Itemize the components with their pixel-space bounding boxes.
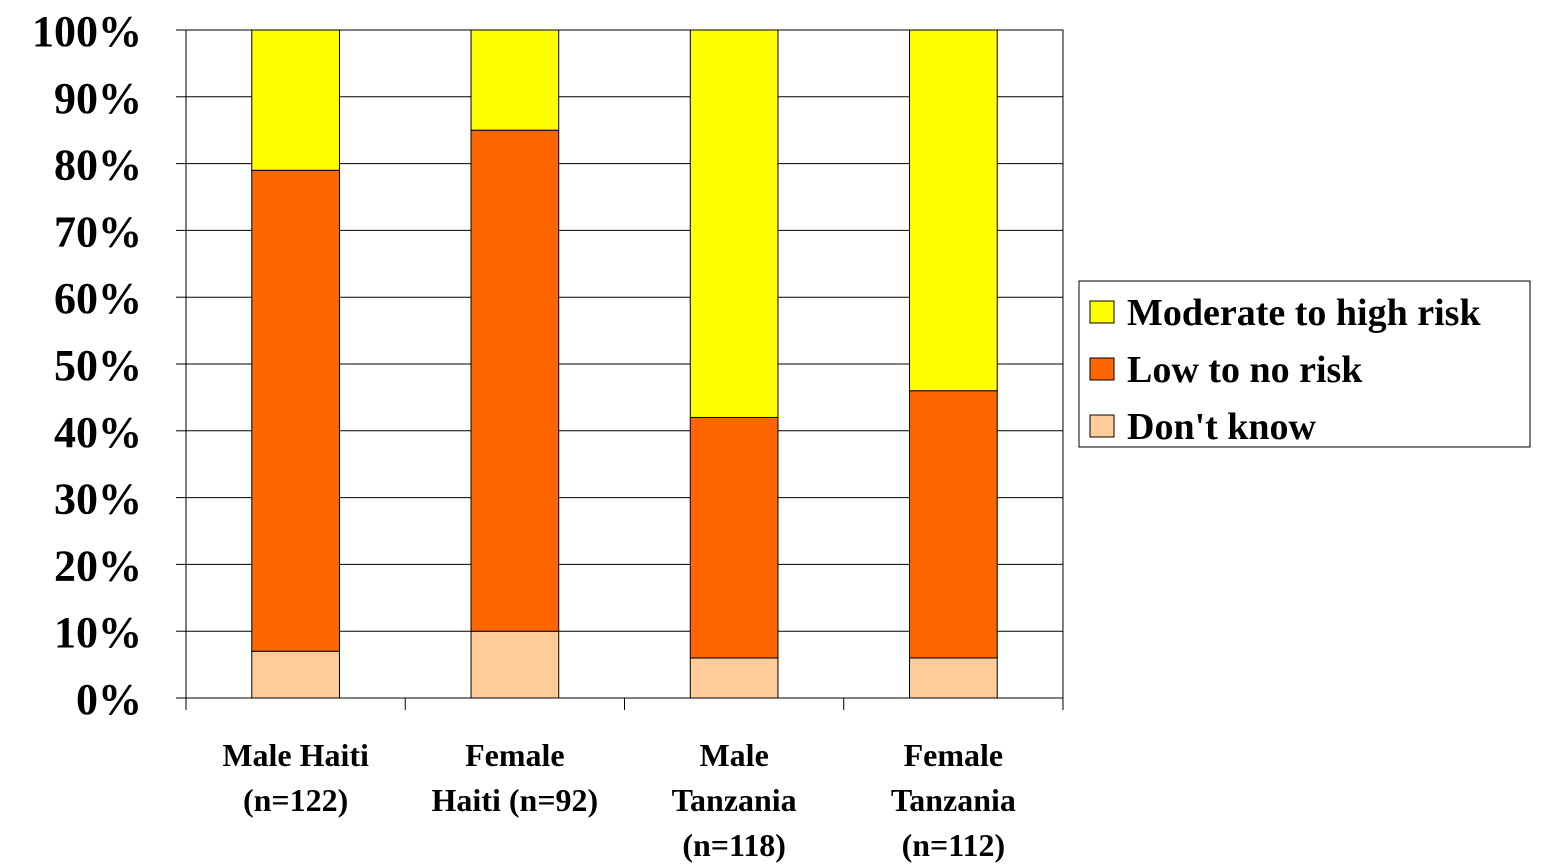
x-tick-label: (n=112) xyxy=(902,827,1006,863)
x-tick-label: Female xyxy=(465,737,565,773)
bar-segment xyxy=(689,29,779,418)
x-tick-label: Female xyxy=(904,737,1004,773)
bar-segment xyxy=(251,29,340,171)
x-tick-label: Male xyxy=(699,737,768,773)
y-tick-label: 10% xyxy=(54,608,142,657)
bars-layer xyxy=(251,29,998,699)
bar-segment xyxy=(470,129,560,632)
x-tick-label: (n=122) xyxy=(243,782,348,818)
y-tick-label: 40% xyxy=(54,408,142,457)
legend-box xyxy=(1078,280,1531,448)
x-tick-label: Tanzania xyxy=(672,782,797,818)
legend-swatch xyxy=(1089,357,1115,381)
bar-segment xyxy=(470,630,560,699)
bar-segment xyxy=(909,29,998,392)
bar-segment xyxy=(470,29,560,131)
legend-label: Don't know xyxy=(1127,406,1317,448)
bar-segment xyxy=(689,416,779,659)
y-tick-label: 0% xyxy=(76,675,142,724)
bar-segment xyxy=(251,169,340,652)
y-tick-label: 100% xyxy=(32,7,142,56)
x-tick-label: (n=118) xyxy=(682,827,786,863)
legend-swatch xyxy=(1089,414,1115,438)
y-tick-label: 50% xyxy=(54,341,142,390)
bar-segment xyxy=(251,650,340,699)
x-tick-label: Male Haiti xyxy=(222,737,369,773)
bar-segment xyxy=(909,657,998,699)
y-tick-label: 80% xyxy=(54,141,142,190)
y-tick-label: 70% xyxy=(54,207,142,256)
axis-layer: 0% 10% 20% 30% 40% 50% 60% 70% 80% 90% 100% Male Ha… xyxy=(32,7,1064,863)
x-tick-label: Haiti (n=92) xyxy=(432,782,599,818)
legend: Moderate to high risk Low to no risk Don't… xyxy=(1078,280,1531,448)
legend-label: Low to no risk xyxy=(1127,349,1363,391)
y-tick-label: 60% xyxy=(54,274,142,323)
x-tick-label: Tanzania xyxy=(891,782,1016,818)
y-tick-label: 30% xyxy=(54,475,142,524)
legend-label: Moderate to high risk xyxy=(1127,292,1481,334)
legend-swatch xyxy=(1089,300,1115,324)
bar-segment xyxy=(909,390,998,659)
y-tick-label: 90% xyxy=(54,74,142,123)
bar-segment xyxy=(689,657,779,699)
y-tick-label: 20% xyxy=(54,541,142,590)
